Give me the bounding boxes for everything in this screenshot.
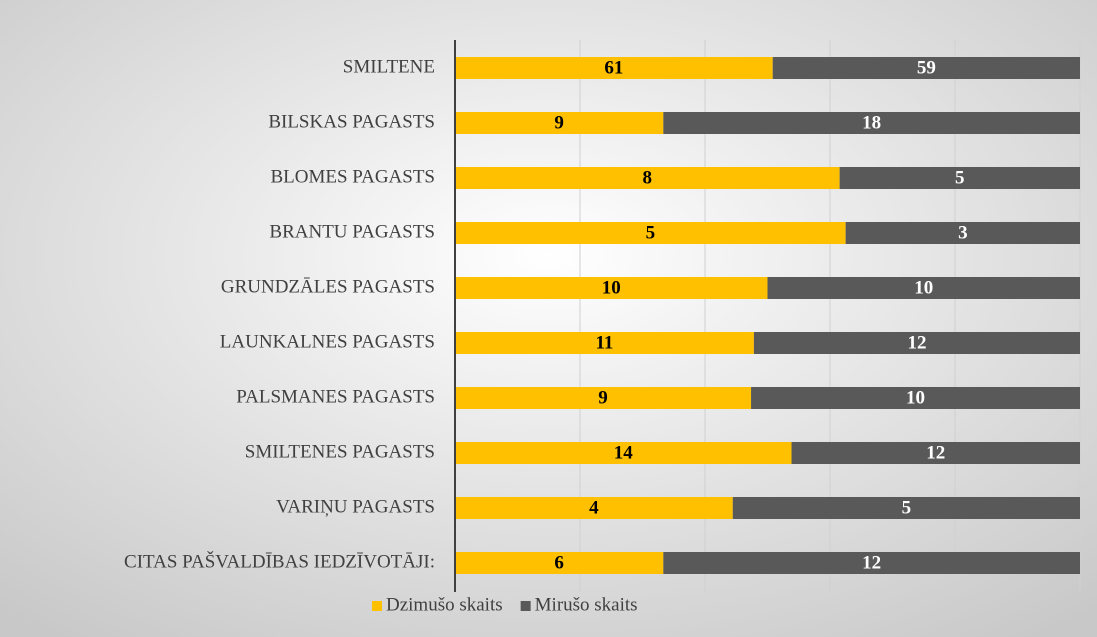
bar-segment: [663, 552, 1080, 574]
bar-segment: [732, 497, 1080, 519]
bar-segment: [751, 387, 1080, 409]
category-label: BILSKAS PAGASTS: [268, 111, 435, 132]
data-label: 10: [914, 277, 933, 298]
bar-segment: [791, 442, 1080, 464]
category-label: CITAS PAŠVALDĪBAS IEDZĪVOTĀJI:: [124, 550, 435, 572]
data-label: 4: [589, 497, 599, 518]
data-label: 6: [554, 552, 564, 573]
category-label: SMILTENE: [343, 56, 435, 77]
bar-segment: [455, 57, 773, 79]
bar-segment: [455, 332, 754, 354]
data-label: 5: [646, 222, 656, 243]
category-label: VARIŅU PAGASTS: [276, 496, 435, 517]
data-label: 12: [862, 552, 881, 573]
bar-segment: [455, 112, 664, 134]
category-label: GRUNDZĀLES PAGASTS: [221, 276, 435, 297]
bar-segment: [455, 387, 752, 409]
legend-swatch: [520, 601, 531, 611]
data-label: 12: [926, 442, 945, 463]
legend-swatch: [372, 601, 382, 611]
category-label: PALSMANES PAGASTS: [236, 386, 435, 407]
bar-segment: [455, 222, 846, 244]
category-label: SMILTENES PAGASTS: [245, 441, 435, 462]
bar-segment: [839, 167, 1080, 189]
bar-segment: [455, 497, 733, 519]
bar-segment: [845, 222, 1080, 244]
data-label: 8: [643, 167, 653, 188]
data-label: 5: [902, 497, 912, 518]
bar-segment: [455, 442, 792, 464]
legend-label: Dzimušo skaits: [386, 594, 503, 615]
bar-segment: [753, 332, 1080, 354]
data-label: 9: [554, 112, 564, 133]
bar-segment: [455, 167, 840, 189]
data-label: 61: [604, 57, 623, 78]
bar-segment: [663, 112, 1080, 134]
data-label: 11: [595, 332, 613, 353]
data-label: 18: [862, 112, 881, 133]
bar-segment: [767, 277, 1080, 299]
legend-label: Mirušo skaits: [535, 594, 638, 615]
bar-segment: [772, 57, 1080, 79]
bar-segment: [455, 277, 768, 299]
category-label: LAUNKALNES PAGASTS: [220, 331, 435, 352]
data-label: 5: [955, 167, 965, 188]
bar-segment: [455, 552, 664, 574]
data-label: 14: [614, 442, 634, 463]
data-label: 10: [906, 387, 925, 408]
data-label: 12: [907, 332, 926, 353]
data-label: 3: [958, 222, 968, 243]
data-label: 59: [917, 57, 936, 78]
data-label: 9: [598, 387, 608, 408]
category-label: BLOMES PAGASTS: [270, 166, 435, 187]
data-label: 10: [602, 277, 621, 298]
category-label: BRANTU PAGASTS: [269, 221, 435, 242]
